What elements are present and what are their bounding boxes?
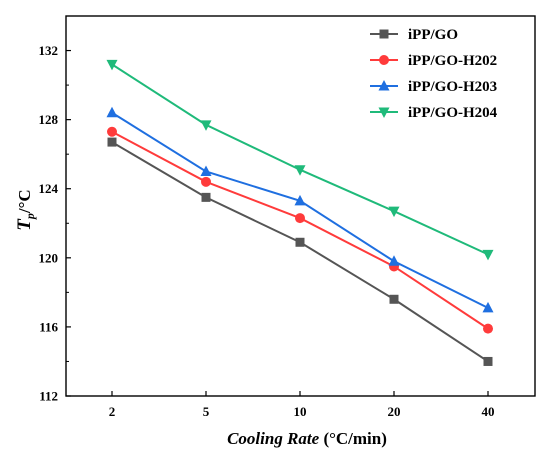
- data-point: [294, 194, 306, 206]
- series-layer: [106, 59, 494, 366]
- y-ticks: 112 116 120 124 128 132: [39, 43, 71, 404]
- y-tick-label: 132: [39, 43, 59, 58]
- data-point: [483, 356, 493, 366]
- y-tick-label: 124: [39, 181, 59, 196]
- series-2: [107, 126, 493, 334]
- x-tick-label: 20: [388, 404, 401, 419]
- y-tick-label: 112: [39, 389, 58, 404]
- x-tick-label: 10: [294, 404, 307, 419]
- legend: iPP/GO iPP/GO-H202 iPP/GO-H203 iPP/GO-H204: [370, 27, 498, 121]
- data-point: [106, 106, 118, 118]
- legend-label: iPP/GO-H204: [408, 105, 498, 121]
- series-3: [106, 106, 494, 313]
- legend-entry: iPP/GO-H203: [370, 79, 497, 95]
- data-point: [482, 301, 494, 313]
- data-point: [389, 294, 399, 304]
- legend-label: iPP/GO: [408, 27, 458, 43]
- x-tick-label: 40: [482, 404, 495, 419]
- data-point: [107, 137, 117, 147]
- data-point: [388, 206, 400, 218]
- y-axis-title: Tp/°C: [14, 189, 37, 230]
- legend-label: iPP/GO-H203: [408, 79, 497, 95]
- data-point: [106, 59, 118, 71]
- series-4: [106, 59, 494, 261]
- legend-marker: [378, 107, 390, 118]
- data-point: [107, 126, 117, 137]
- data-point: [483, 323, 493, 334]
- x-axis-title: Cooling Rate (°C/min): [227, 429, 387, 448]
- data-point: [482, 249, 494, 261]
- x-tick-label: 2: [109, 404, 116, 419]
- data-point: [200, 165, 212, 176]
- y-tick-label: 120: [39, 250, 59, 265]
- data-point: [388, 255, 400, 266]
- series-1: [107, 137, 493, 366]
- legend-marker: [379, 29, 389, 39]
- data-point: [201, 176, 211, 187]
- axes: [65, 15, 536, 397]
- x-ticks: 2 5 10 20 40: [109, 391, 495, 419]
- plot-frame: [65, 15, 536, 397]
- legend-marker: [378, 80, 390, 91]
- legend-entry: iPP/GO: [370, 27, 458, 43]
- data-point: [200, 120, 212, 131]
- legend-label: iPP/GO-H202: [408, 53, 497, 69]
- y-tick-label: 116: [39, 319, 58, 334]
- legend-entry: iPP/GO-H202: [370, 53, 497, 69]
- legend-entry: iPP/GO-H204: [370, 105, 498, 121]
- x-tick-label: 5: [203, 404, 210, 419]
- series-line: [111, 130, 489, 330]
- data-point: [201, 192, 211, 202]
- legend-marker: [379, 55, 389, 65]
- data-point: [295, 213, 305, 224]
- series-line: [111, 111, 489, 309]
- data-point: [294, 165, 306, 176]
- y-tick-label: 128: [39, 112, 59, 127]
- data-point: [295, 237, 305, 247]
